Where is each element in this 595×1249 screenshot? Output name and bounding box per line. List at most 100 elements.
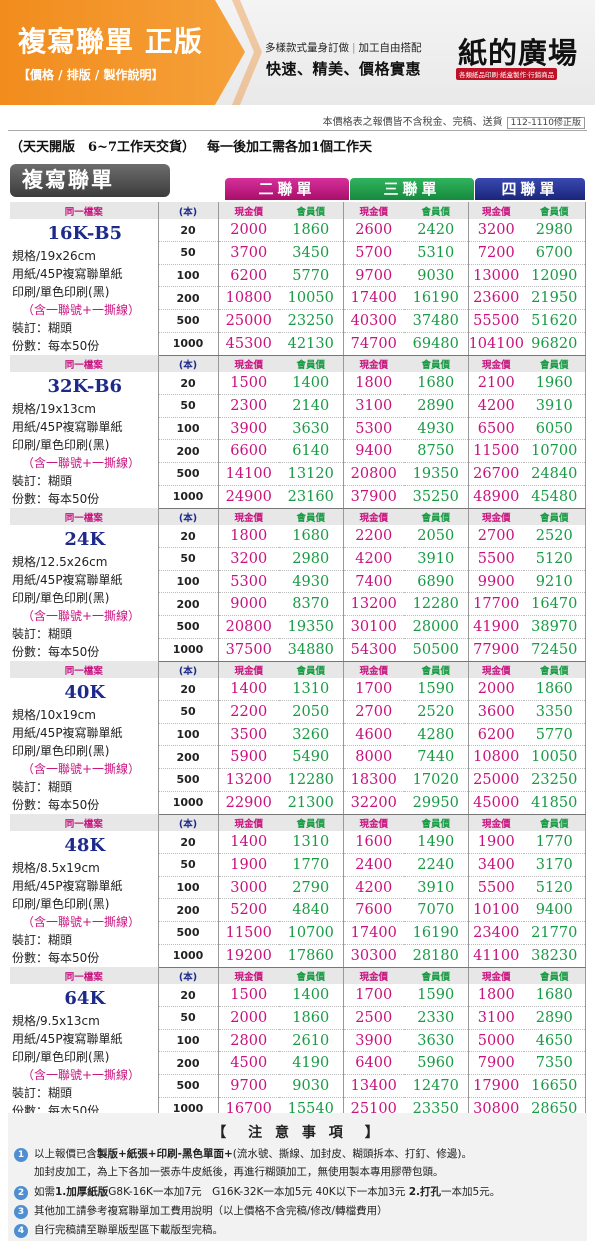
member-price-cell: 3170 (524, 853, 586, 877)
member-price-cell: 3910 (524, 394, 586, 418)
cash-price-cell: 3100 (343, 394, 404, 418)
banner-tagline-main: 快速、精美、價格實惠 (266, 60, 422, 78)
cash-price-header: 現金價 (343, 661, 404, 678)
member-price-cell: 21950 (524, 286, 586, 311)
quantity-cell: 1000 (158, 485, 219, 509)
unit-header: (本) (158, 814, 219, 831)
note-text: 自行完稿請至聯單版型區下載版型完稿。 (34, 1224, 223, 1236)
member-price-header: 會員價 (524, 814, 586, 831)
cash-price-cell: 104100 (468, 332, 524, 356)
member-price-cell: 9030 (404, 264, 469, 288)
group-header-row: 同一檔案 (本) 現金價 會員價 現金價 會員價 現金價 會員價 (10, 814, 586, 831)
member-price-header: 會員價 (279, 355, 344, 372)
brand-logo-subtitle: 各類紙品印刷‧紙盒製作‧行銷商品 (456, 68, 558, 80)
version-badge: 112-1110修正版 (506, 117, 585, 129)
cash-price-cell: 10800 (218, 286, 279, 311)
spec-cell: 40K 規格/10x19cm 用紙/45P複寫聯單紙 印刷/單色印刷(黑) （含一聯號+… (10, 678, 159, 814)
member-price-cell: 12280 (279, 768, 344, 792)
member-price-cell: 9030 (279, 1074, 344, 1098)
spec-copies: 份數：每本50份 (12, 798, 100, 812)
unit-header: (本) (158, 355, 219, 372)
member-price-cell: 7350 (524, 1051, 586, 1076)
cash-price-cell: 32200 (343, 791, 404, 815)
member-price-cell: 5770 (524, 723, 586, 747)
cash-price-cell: 77900 (468, 638, 524, 662)
cash-price-cell: 41100 (468, 944, 524, 968)
member-price-cell: 23250 (279, 309, 344, 333)
quantity-cell: 200 (158, 745, 219, 770)
group-header-row: 同一檔案 (本) 現金價 會員價 現金價 會員價 現金價 會員價 (10, 967, 586, 984)
note-item: 1 以上報價已含製版+紙張+印刷-黑色單面+(流水號、撕線、加封皮、糊頭拆本、打釘… (14, 1146, 472, 1162)
quantity-cell: 200 (158, 592, 219, 617)
cash-price-cell: 2500 (343, 1006, 404, 1030)
tagline-left: 多樣款式量身訂做 (265, 42, 349, 54)
member-price-cell: 10700 (524, 439, 586, 464)
member-price-cell: 1860 (279, 1006, 344, 1030)
member-price-cell: 3260 (279, 723, 344, 747)
cash-price-cell: 2700 (343, 700, 404, 724)
table-row: 200 6600 6140 9400 8750 11500 10700 (10, 439, 586, 464)
member-price-cell: 34880 (279, 638, 344, 662)
size-label: 32K-B6 (47, 376, 123, 397)
spec-dimensions: 規格/19x26cm (12, 249, 96, 263)
member-price-cell: 72450 (524, 638, 586, 662)
quantity-cell: 100 (158, 876, 219, 900)
cash-price-cell: 4600 (343, 723, 404, 747)
table-row: 50 2000 1860 2500 2330 3100 2890 (10, 1006, 586, 1030)
cash-price-cell: 6400 (343, 1051, 404, 1076)
same-file-header: 同一檔案 (10, 967, 159, 984)
cash-price-cell: 1800 (218, 525, 279, 549)
member-price-cell: 3350 (524, 700, 586, 724)
member-price-cell: 3450 (279, 241, 344, 265)
member-price-cell: 10050 (524, 745, 586, 770)
quantity-cell: 1000 (158, 638, 219, 662)
delivery-subheading: （天天開版 6~7工作天交貨） 每一後加工需各加1個工作天 (10, 136, 372, 155)
member-price-cell: 2790 (279, 876, 344, 900)
cash-price-header: 現金價 (218, 967, 279, 984)
cash-price-cell: 41900 (468, 615, 524, 639)
cash-price-cell: 5900 (218, 745, 279, 770)
unit-header: (本) (158, 508, 219, 525)
cash-price-cell: 40300 (343, 309, 404, 333)
cash-price-cell: 25000 (468, 768, 524, 792)
table-row: 500 14100 13120 20800 19350 26700 24840 (10, 462, 586, 486)
size-label: 40K (64, 682, 106, 703)
cash-price-cell: 2300 (218, 394, 279, 418)
spec-cell: 16K-B5 規格/19x26cm 用紙/45P複寫聯單紙 印刷/單色印刷(黑) （含一… (10, 219, 159, 355)
quantity-cell: 20 (158, 219, 219, 243)
cash-price-cell: 6200 (218, 264, 279, 288)
spec-print: 印刷/單色印刷(黑) (12, 285, 110, 299)
cash-price-header: 現金價 (468, 355, 524, 372)
member-price-cell: 38970 (524, 615, 586, 639)
member-price-cell: 1590 (404, 678, 469, 702)
size-label: 64K (64, 988, 106, 1009)
note-text: 一本加5元。 (441, 1186, 501, 1198)
cash-price-cell: 20800 (343, 462, 404, 486)
cash-price-cell: 10100 (468, 898, 524, 923)
cash-price-cell: 2000 (218, 219, 279, 243)
cash-price-cell: 4200 (343, 547, 404, 571)
cash-price-header: 現金價 (468, 967, 524, 984)
spec-dimensions: 規格/12.5x26cm (12, 555, 108, 569)
cash-price-cell: 6600 (218, 439, 279, 464)
member-price-cell: 3630 (279, 417, 344, 441)
quantity-cell: 1000 (158, 944, 219, 968)
cash-price-cell: 1500 (218, 984, 279, 1008)
quantity-cell: 500 (158, 615, 219, 639)
member-price-header: 會員價 (404, 508, 469, 525)
member-price-cell: 2520 (404, 700, 469, 724)
delivery-extra: 每一後加工需各加1個工作天 (206, 140, 373, 155)
member-price-cell: 1680 (279, 525, 344, 549)
cash-price-cell: 11500 (218, 921, 279, 945)
table-row: 1000 37500 34880 54300 50500 77900 72450 (10, 638, 586, 662)
cash-price-cell: 24900 (218, 485, 279, 509)
table-row: 50 2300 2140 3100 2890 4200 3910 (10, 394, 586, 418)
cash-price-header: 現金價 (343, 202, 404, 219)
cash-price-cell: 26700 (468, 462, 524, 486)
cash-price-cell: 3200 (218, 547, 279, 571)
banner-subtitle: 【價格 / 排版 / 製作說明】 (18, 68, 164, 82)
cash-price-cell: 3100 (468, 1006, 524, 1030)
table-row: 32K-B6 規格/19x13cm 用紙/45P複寫聯單紙 印刷/單色印刷(黑) （含一… (10, 372, 586, 508)
quantity-cell: 50 (158, 853, 219, 877)
spec-dimensions: 規格/10x19cm (12, 708, 96, 722)
